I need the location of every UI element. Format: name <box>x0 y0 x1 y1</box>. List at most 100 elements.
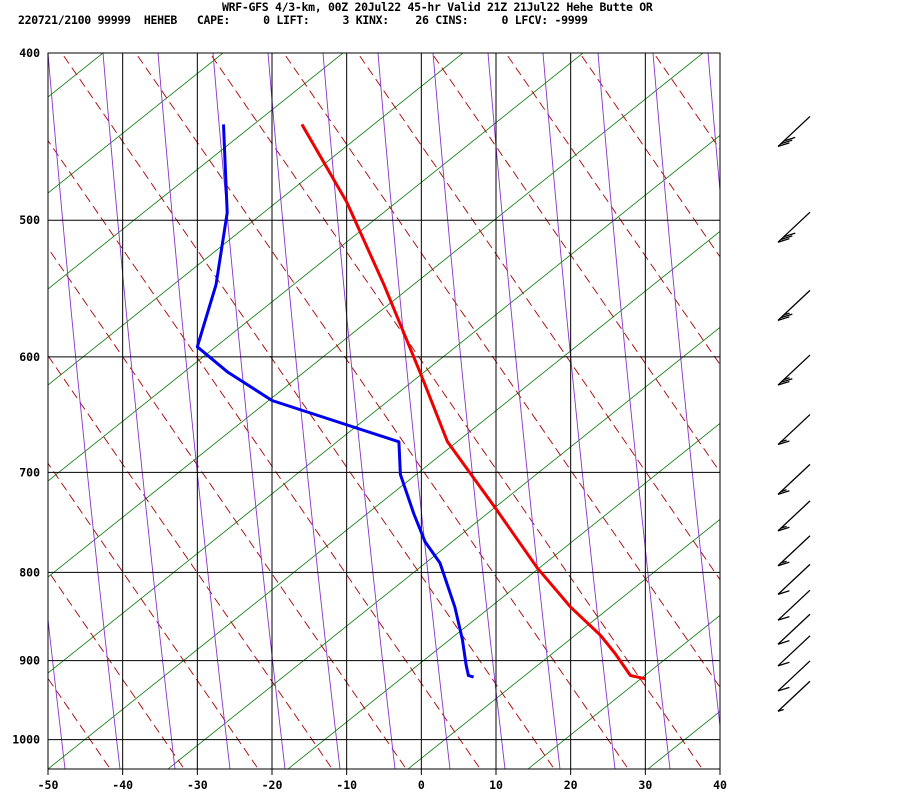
skewed-isotherm-line <box>48 53 584 482</box>
dry-adiabat-line <box>788 33 900 789</box>
wind-barb-full-flag <box>777 526 790 532</box>
wind-barb <box>777 289 811 322</box>
wind-barb-full-flag <box>783 232 796 238</box>
x-tick-label: 30 <box>638 778 652 792</box>
skewed-isotherm-line <box>48 53 464 386</box>
wind-barb <box>777 463 811 495</box>
y-tick-label: 500 <box>19 213 40 227</box>
wind-barb <box>777 500 811 532</box>
dry-adiabat-line <box>505 53 720 366</box>
wind-barb <box>777 660 811 692</box>
dry-adiabat-line <box>283 53 720 689</box>
x-tick-label: 10 <box>489 778 503 792</box>
moist-adiabat-line <box>48 53 121 769</box>
moist-adiabat-line <box>102 53 176 769</box>
wind-barb-staff <box>777 211 811 243</box>
wind-barb <box>777 211 811 243</box>
wind-barb-staff <box>777 535 811 567</box>
moist-adiabat-line <box>212 53 286 769</box>
wind-barb-full-flag <box>777 440 790 446</box>
moist-adiabat-line <box>487 53 561 769</box>
wind-barb-half-flag <box>780 525 787 529</box>
x-tick-label: -50 <box>38 778 59 792</box>
skewed-isotherm-line <box>527 614 720 769</box>
wind-barb-staff <box>777 563 811 595</box>
wind-barb-full-flag <box>777 686 790 692</box>
wind-barb <box>777 589 811 621</box>
dry-adiabat-line <box>48 139 481 769</box>
wind-barb <box>777 354 811 386</box>
wind-barb-staff <box>777 463 811 495</box>
dry-adiabat-line <box>48 462 259 769</box>
wind-barb-full-flag <box>777 142 790 148</box>
wind-barb-half-flag <box>780 439 787 443</box>
dry-adiabat-line <box>209 53 703 769</box>
moist-adiabat-line <box>157 53 231 769</box>
dry-adiabat-line <box>135 53 629 769</box>
wind-barb-half-flag <box>780 489 787 493</box>
wind-barb-staff <box>777 613 811 645</box>
moist-adiabat-line <box>542 53 616 769</box>
dry-adiabat-line <box>653 53 720 151</box>
dewpoint-profile-line <box>195 124 475 679</box>
skewed-isotherm-line <box>48 53 344 290</box>
wind-barb <box>777 535 811 567</box>
wind-barb-staff <box>777 289 811 321</box>
x-tick-label: 0 <box>418 778 425 792</box>
wind-barb-staff <box>777 115 811 147</box>
moist-adiabat-line <box>873 53 900 769</box>
skewed-isotherm-line <box>888 49 900 769</box>
moist-adiabat-line <box>377 53 451 769</box>
y-tick-label: 1000 <box>12 733 40 747</box>
moist-adiabat-line <box>818 53 890 769</box>
plot-grid <box>47 52 721 775</box>
temperature-profile-line <box>300 123 646 681</box>
dry-adiabat-line <box>48 354 333 769</box>
sounding-indices: 220721/2100 99999 HEHEB CAPE: 0 LIFT: 3 … <box>18 13 588 27</box>
chart-title: WRF-GFS 4/3-km, 00Z 20Jul22 45-hr Valid … <box>222 0 653 14</box>
y-tick-label: 900 <box>19 654 40 668</box>
moist-adiabat-line <box>48 615 66 769</box>
y-tick-label: 800 <box>19 565 40 579</box>
skewed-isotherm-line <box>768 49 900 769</box>
skewed-isotherm-line <box>48 53 704 578</box>
wind-barbs <box>777 115 811 712</box>
wind-barb-staff <box>777 635 811 667</box>
moist-adiabat-line <box>0 53 10 769</box>
wind-barb-half-flag <box>780 560 787 564</box>
y-tick-label: 600 <box>19 350 40 364</box>
adiabat-lines <box>0 33 900 789</box>
y-tick-label: 400 <box>19 46 40 60</box>
x-tick-label: -10 <box>336 778 357 792</box>
dry-adiabat-line <box>48 677 111 769</box>
x-tick-label: -40 <box>112 778 133 792</box>
wind-barb <box>777 115 811 148</box>
x-tick-label: 40 <box>713 778 727 792</box>
skewed-isotherm-line <box>407 518 720 769</box>
y-tick-label: 700 <box>19 465 40 479</box>
skewed-isotherm-line <box>287 422 720 769</box>
wind-barb-full-flag <box>777 615 790 621</box>
moist-adiabat-line <box>432 53 506 769</box>
sounding-profiles <box>195 123 646 681</box>
wind-barb-staff <box>777 500 811 532</box>
moist-adiabat-line <box>652 53 720 730</box>
dry-adiabat-line <box>714 33 900 789</box>
wind-barb-full-flag <box>780 313 793 319</box>
wind-barb-full-flag <box>777 316 790 322</box>
skewed-isotherm-line <box>167 326 720 769</box>
wind-barb-full-flag <box>780 139 793 145</box>
wind-barb-full-flag <box>777 661 790 667</box>
moist-adiabat-line <box>707 53 720 196</box>
dry-adiabat-line <box>862 33 900 789</box>
wind-barb-staff <box>777 354 811 386</box>
dry-adiabat-line <box>0 33 50 789</box>
wind-barb-full-flag <box>777 640 790 645</box>
wind-barb-staff <box>777 680 811 712</box>
moist-adiabat-line <box>597 53 671 769</box>
skewed-isotherm-line <box>48 134 720 674</box>
wind-barb <box>777 613 811 645</box>
x-tick-label: -30 <box>187 778 208 792</box>
wind-barb-full-flag <box>780 378 793 383</box>
wind-barb-half-flag <box>777 708 784 712</box>
